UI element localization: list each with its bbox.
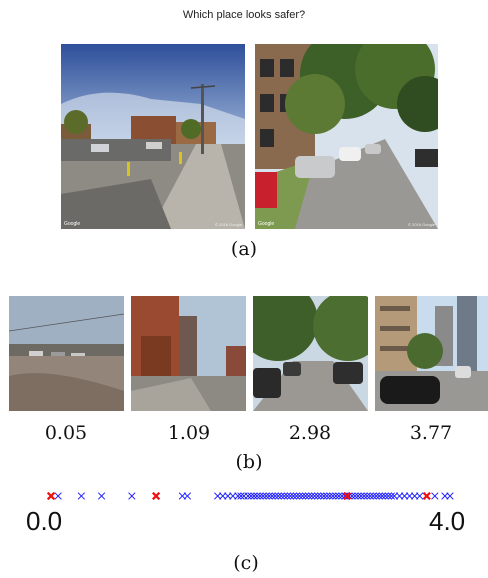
score-marker xyxy=(247,492,255,500)
safety-score-2: 1.09 xyxy=(167,422,211,444)
left-streetview-image[interactable]: Google © 2016 Google xyxy=(61,44,245,229)
score-marker xyxy=(314,492,322,500)
example-image-3[interactable] xyxy=(253,296,368,411)
highlight-marker xyxy=(342,491,352,501)
score-marker xyxy=(326,492,334,500)
score-marker xyxy=(277,492,285,500)
score-marker xyxy=(307,492,316,500)
score-marker xyxy=(320,492,328,500)
score-marker xyxy=(372,492,380,500)
score-marker xyxy=(335,492,343,500)
safety-score-1: 0.05 xyxy=(44,422,88,444)
axis-max-label: 4.0 xyxy=(429,506,466,536)
example-image-4[interactable] xyxy=(375,296,488,411)
score-marker xyxy=(381,492,390,500)
score-marker xyxy=(317,492,325,500)
score-marker xyxy=(234,492,242,500)
score-marker xyxy=(244,492,252,500)
example-image-1[interactable] xyxy=(9,296,124,411)
score-marker xyxy=(311,492,319,500)
score-marker xyxy=(280,492,289,500)
score-marker xyxy=(360,492,368,500)
score-marker xyxy=(378,492,386,500)
score-marker xyxy=(416,492,424,500)
score-marker xyxy=(387,492,396,500)
score-marker xyxy=(283,492,292,500)
score-marker xyxy=(237,492,245,500)
score-marker xyxy=(345,492,353,500)
score-marker xyxy=(295,492,304,500)
score-marker xyxy=(54,492,62,500)
axis-min-label: 0.0 xyxy=(26,506,63,536)
score-marker xyxy=(298,492,307,500)
score-marker xyxy=(253,492,261,500)
score-marker xyxy=(128,492,136,500)
score-marker xyxy=(357,492,365,500)
score-marker xyxy=(77,492,86,500)
highlight-marker xyxy=(152,491,161,501)
image-credit: © 2016 Google xyxy=(215,222,242,227)
highlight-marker xyxy=(46,491,56,501)
right-streetview-image[interactable]: Google © 2016 Google xyxy=(255,44,438,229)
score-marker xyxy=(431,492,439,500)
question-prompt: Which place looks safer? xyxy=(182,9,306,21)
caption-a: (a) xyxy=(230,238,258,260)
score-marker xyxy=(265,492,273,500)
score-marker xyxy=(286,492,295,500)
score-marker xyxy=(329,492,337,500)
score-marker xyxy=(332,492,340,500)
google-watermark: Google xyxy=(258,221,275,227)
score-marker xyxy=(183,492,192,500)
safety-score-4: 3.77 xyxy=(409,422,453,444)
score-marker xyxy=(363,492,371,500)
score-marker xyxy=(271,492,279,500)
score-marker xyxy=(446,492,454,500)
score-marker xyxy=(304,492,313,500)
caption-b: (b) xyxy=(235,451,263,473)
score-marker xyxy=(262,492,270,500)
score-marker xyxy=(375,492,383,500)
score-marker xyxy=(97,492,106,500)
score-marker xyxy=(292,492,301,500)
score-marker xyxy=(274,492,282,500)
google-watermark: Google xyxy=(64,221,81,227)
score-marker xyxy=(369,492,377,500)
score-marker xyxy=(323,492,331,500)
highlight-marker xyxy=(422,491,431,501)
caption-c: (c) xyxy=(233,552,259,574)
score-marker xyxy=(259,492,267,500)
image-credit: © 2016 Google xyxy=(408,222,435,227)
safety-score-3: 2.98 xyxy=(288,422,332,444)
score-marker xyxy=(354,492,362,500)
score-marker xyxy=(268,492,276,500)
score-marker xyxy=(384,492,393,500)
score-marker xyxy=(250,492,258,500)
score-marker xyxy=(366,492,374,500)
score-marker xyxy=(256,492,264,500)
example-image-2[interactable] xyxy=(131,296,246,411)
score-marker xyxy=(301,492,310,500)
score-marker xyxy=(351,492,359,500)
score-distribution-plot xyxy=(46,491,454,501)
score-marker xyxy=(289,492,298,500)
